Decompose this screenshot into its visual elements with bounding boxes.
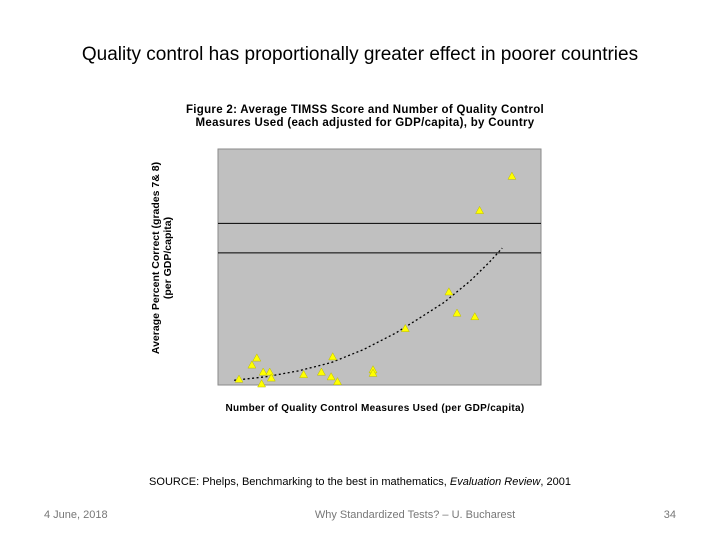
y-axis-label-line-1: Average Percent Correct (grades 7& 8) [150, 161, 162, 355]
y-axis-label-line-2: (per GDP/capita) [162, 216, 174, 300]
page-number: 34 [663, 509, 676, 521]
data-point [257, 379, 267, 388]
data-point [258, 367, 268, 376]
data-point [507, 171, 517, 180]
plot-area [217, 148, 542, 386]
slide-title: Quality control has proportionally great… [81, 44, 639, 65]
source-journal: Evaluation Review [449, 476, 541, 488]
data-point [326, 372, 336, 381]
reference-lines [218, 222, 541, 254]
data-point [444, 287, 454, 296]
figure-title-line-1: Figure 2: Average TIMSS Score and Number… [185, 104, 545, 116]
data-point [247, 360, 257, 369]
data-point [368, 368, 378, 377]
data-point [299, 369, 309, 378]
data-point [234, 374, 244, 383]
data-point [266, 373, 276, 382]
y-axis-label: Average Percent Correct (grades 7& 8) (p… [150, 148, 174, 368]
figure-title: Figure 2: Average TIMSS Score and Number… [140, 104, 590, 130]
footer-title: Why Standardized Tests? – U. Bucharest [314, 509, 516, 521]
figure-title-line-2: Measures Used (each adjusted for GDP/cap… [195, 117, 535, 129]
source-text: SOURCE: Phelps, Benchmarking to the best… [149, 476, 450, 488]
x-axis-label: Number of Quality Control Measures Used … [225, 403, 525, 414]
data-point [475, 205, 485, 214]
data-points [234, 171, 517, 388]
data-point [252, 353, 262, 362]
data-point [316, 367, 326, 376]
data-point [328, 352, 338, 361]
trendline [234, 247, 503, 381]
footer-date: 4 June, 2018 [44, 509, 108, 521]
source-year: , 2001 [540, 476, 571, 488]
data-point [470, 312, 480, 321]
data-point [333, 376, 342, 385]
data-point [452, 308, 462, 317]
trendline-group [234, 247, 503, 381]
data-point [265, 367, 275, 376]
data-point [400, 323, 410, 332]
source-citation: SOURCE: Phelps, Benchmarking to the best… [0, 476, 720, 488]
